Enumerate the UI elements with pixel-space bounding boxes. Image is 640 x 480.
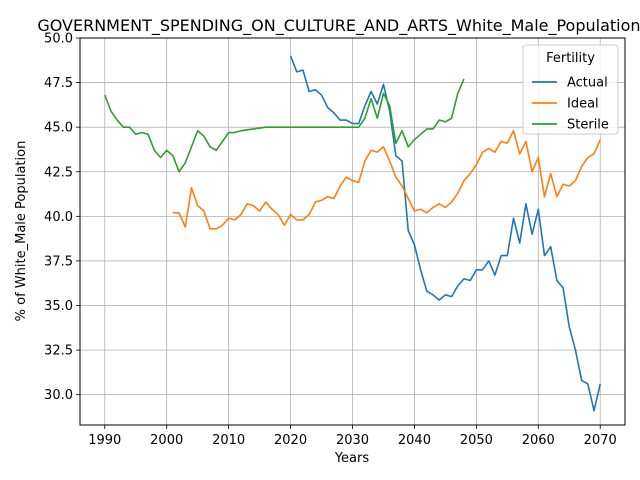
series-line-sterile — [104, 78, 465, 173]
legend-label-ideal: Ideal — [567, 97, 599, 112]
x-tick-label: 2020 — [274, 433, 307, 448]
series-line-ideal — [172, 129, 601, 230]
x-axis-label: Years — [334, 451, 370, 466]
y-axis-label: % of White_Male Population — [14, 141, 29, 322]
y-tick-label: 47.5 — [44, 76, 73, 91]
x-tick-label: 2030 — [336, 433, 369, 448]
y-axis-ticks: 30.0 32.5 35.0 37.5 40.0 42.5 45.0 47.5 50.0 — [44, 32, 80, 403]
y-tick-label: 45.0 — [44, 121, 73, 136]
y-tick-label: 50.0 — [44, 32, 73, 47]
x-axis-ticks: 1990 2000 2010 2020 2030 2040 2050 2060 2070 — [88, 425, 617, 448]
legend-box — [522, 44, 619, 135]
legend-label-sterile: Sterile — [567, 118, 609, 133]
x-tick-label: 2050 — [460, 433, 493, 448]
y-tick-label: 32.5 — [44, 344, 73, 359]
x-tick-label: 2060 — [522, 433, 555, 448]
x-tick-label: 2000 — [150, 433, 183, 448]
series-line-actual — [289, 55, 602, 412]
y-tick-label: 40.0 — [44, 210, 73, 225]
legend-title: Fertility — [546, 51, 595, 66]
legend: Fertility Actual Ideal Sterile — [522, 44, 619, 135]
y-tick-label: 37.5 — [44, 254, 73, 269]
x-tick-label: 2040 — [398, 433, 431, 448]
series-lines — [104, 55, 602, 412]
y-tick-label: 42.5 — [44, 165, 73, 180]
chart-title: GOVERNMENT_SPENDING_ON_CULTURE_AND_ARTS_… — [37, 16, 640, 36]
y-tick-label: 35.0 — [44, 299, 73, 314]
legend-label-actual: Actual — [567, 76, 608, 91]
y-tick-label: 30.0 — [44, 388, 73, 403]
legend-entries: Actual Ideal Sterile — [532, 76, 609, 133]
x-tick-label: 1990 — [88, 433, 121, 448]
x-tick-label: 2070 — [584, 433, 617, 448]
x-tick-label: 2010 — [212, 433, 245, 448]
